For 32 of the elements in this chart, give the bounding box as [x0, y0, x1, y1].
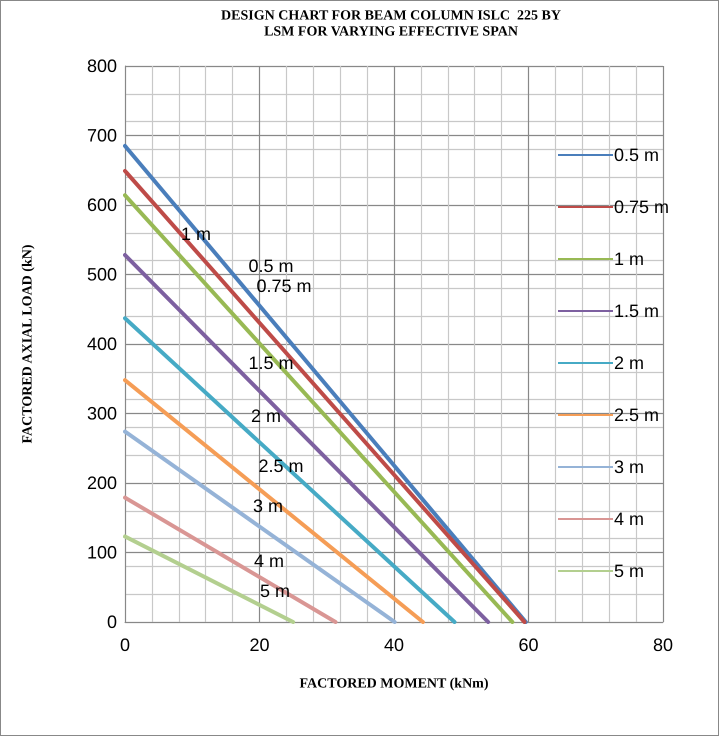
legend-label: 2 m — [614, 353, 644, 373]
annotation: 0.75 m — [256, 276, 312, 296]
x-tick-label: 80 — [652, 635, 674, 655]
y-tick-label: 0 — [106, 612, 117, 632]
annotation: 2.5 m — [258, 456, 304, 476]
legend-label: 2.5 m — [614, 405, 660, 425]
x-axis-title: FACTORED MOMENT (kNm) — [300, 676, 489, 692]
y-tick-label: 100 — [86, 542, 117, 562]
y-tick-label: 800 — [86, 56, 117, 76]
x-tick-label: 0 — [120, 635, 130, 655]
annotation: 5 m — [260, 581, 290, 601]
legend-label: 0.5 m — [614, 145, 660, 165]
y-tick-label: 700 — [86, 126, 117, 146]
y-axis-title: FACTORED AXIAL LOAD (kN) — [20, 244, 36, 444]
annotation: 2 m — [250, 406, 282, 426]
legend-label: 3 m — [614, 457, 644, 477]
legend-label: 1.5 m — [614, 301, 660, 321]
legend-label: 1 m — [614, 249, 644, 269]
legend-label: 0.75 m — [614, 197, 670, 217]
x-tick-label: 60 — [518, 635, 539, 655]
x-tick-label: 20 — [249, 635, 270, 655]
legend-label: 4 m — [614, 509, 644, 529]
legend-label: 5 m — [614, 561, 644, 581]
y-tick-label: 300 — [86, 404, 117, 424]
chart-title: DESIGN CHART FOR BEAM COLUMN ISLC 225 BY LSM FOR VARYING EFFECTIVE SPAN — [221, 8, 561, 40]
x-tick-label: 40 — [384, 635, 404, 655]
annotation: 4 m — [254, 551, 284, 571]
y-tick-label: 500 — [86, 264, 117, 284]
y-tick-label: 400 — [86, 334, 117, 354]
annotation: 0.5 m — [248, 256, 294, 276]
y-tick-label: 200 — [86, 473, 117, 493]
y-tick-label: 600 — [86, 195, 117, 215]
